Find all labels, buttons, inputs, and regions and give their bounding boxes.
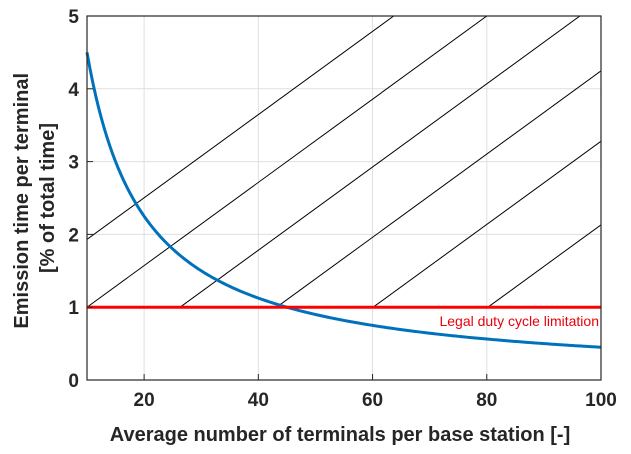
x-tick-label: 100 — [585, 390, 617, 411]
y-tick-label: 5 — [68, 7, 79, 28]
y-axis-label-line-1: Emission time per terminal — [11, 73, 33, 329]
hatch-line — [87, 16, 488, 308]
y-tick-label: 2 — [68, 225, 79, 246]
x-tick-label: 40 — [248, 390, 269, 411]
y-tick-label: 4 — [68, 80, 79, 101]
hatch-line — [179, 16, 581, 308]
y-tick-label: 1 — [68, 298, 79, 319]
x-axis-label: Average number of terminals per base sta… — [110, 424, 570, 446]
hatch-line — [276, 70, 601, 308]
annotation-label: Legal duty cycle limitation — [439, 313, 599, 329]
axis-labels: Average number of terminals per base sta… — [11, 67, 570, 446]
y-tick-label: 0 — [68, 371, 79, 392]
hatch-region — [87, 16, 601, 308]
y-tick-label: 3 — [68, 153, 79, 174]
annotations: Legal duty cycle limitation — [439, 313, 599, 329]
series-curve — [85, 52, 602, 349]
y-axis-label: Emission time per terminal [% of total t… — [11, 67, 59, 328]
plot-frame — [86, 15, 602, 381]
ticks: 20 40 60 80 100 0 1 2 3 4 5 — [68, 7, 616, 411]
y-axis-label-line-2: [% of total time] — [37, 123, 59, 273]
hatch-line — [487, 224, 601, 308]
x-tick-label: 80 — [476, 390, 497, 411]
x-tick-label: 20 — [134, 390, 155, 411]
hatch-line — [87, 16, 394, 241]
series-layer — [85, 52, 602, 349]
hatch-lines — [87, 16, 601, 308]
hatch-line — [372, 140, 601, 308]
x-tick-label: 60 — [362, 390, 383, 411]
